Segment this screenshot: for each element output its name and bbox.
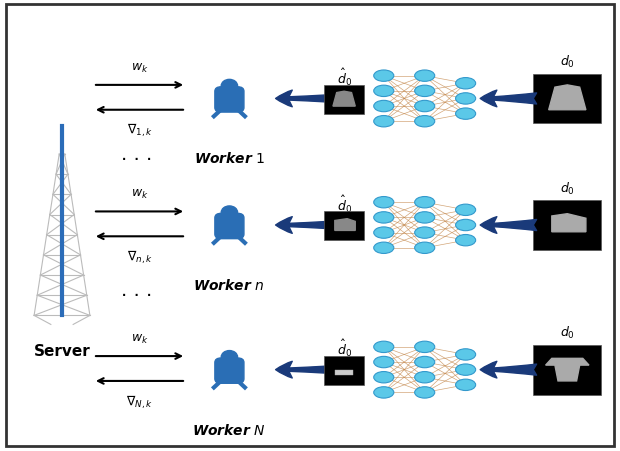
- FancyBboxPatch shape: [324, 86, 364, 115]
- FancyBboxPatch shape: [215, 358, 244, 383]
- Ellipse shape: [221, 80, 237, 93]
- FancyBboxPatch shape: [324, 356, 364, 385]
- Ellipse shape: [221, 207, 237, 220]
- FancyBboxPatch shape: [324, 212, 364, 241]
- Ellipse shape: [456, 220, 476, 231]
- Text: Worker $\mathit{n}$: Worker $\mathit{n}$: [193, 277, 265, 292]
- Text: $w_k$: $w_k$: [131, 188, 148, 201]
- Text: $\hat{d}_0$: $\hat{d}_0$: [337, 67, 352, 88]
- Ellipse shape: [456, 78, 476, 90]
- Ellipse shape: [374, 243, 394, 254]
- Ellipse shape: [374, 86, 394, 97]
- Text: · · ·: · · ·: [121, 286, 152, 305]
- Ellipse shape: [415, 243, 435, 254]
- Ellipse shape: [374, 197, 394, 208]
- Ellipse shape: [374, 387, 394, 398]
- Ellipse shape: [456, 109, 476, 120]
- Ellipse shape: [374, 212, 394, 224]
- Ellipse shape: [415, 71, 435, 82]
- Ellipse shape: [374, 357, 394, 368]
- Ellipse shape: [415, 212, 435, 224]
- FancyBboxPatch shape: [533, 74, 601, 124]
- Text: $w_k$: $w_k$: [131, 332, 148, 345]
- Ellipse shape: [415, 86, 435, 97]
- Ellipse shape: [374, 372, 394, 383]
- Ellipse shape: [221, 351, 237, 364]
- Ellipse shape: [415, 101, 435, 112]
- Polygon shape: [552, 214, 586, 232]
- Text: $w_k$: $w_k$: [131, 61, 148, 74]
- Ellipse shape: [415, 357, 435, 368]
- Ellipse shape: [415, 116, 435, 128]
- Ellipse shape: [415, 372, 435, 383]
- Ellipse shape: [456, 364, 476, 376]
- Ellipse shape: [415, 341, 435, 353]
- Ellipse shape: [415, 387, 435, 398]
- Ellipse shape: [374, 116, 394, 128]
- Text: $\hat{d}_0$: $\hat{d}_0$: [337, 193, 352, 214]
- Text: · · ·: · · ·: [121, 151, 152, 170]
- Text: $\nabla_{N,k}$: $\nabla_{N,k}$: [126, 392, 153, 410]
- Text: $\nabla_{1,k}$: $\nabla_{1,k}$: [126, 122, 153, 139]
- FancyBboxPatch shape: [6, 5, 614, 446]
- Polygon shape: [335, 219, 355, 231]
- Ellipse shape: [415, 197, 435, 208]
- Bar: [335, 370, 353, 375]
- Text: $d_0$: $d_0$: [560, 180, 575, 196]
- Polygon shape: [333, 92, 355, 107]
- Ellipse shape: [456, 349, 476, 360]
- Polygon shape: [546, 359, 589, 381]
- Text: Server: Server: [33, 343, 91, 358]
- Ellipse shape: [456, 235, 476, 246]
- Ellipse shape: [456, 205, 476, 216]
- Ellipse shape: [456, 379, 476, 391]
- Ellipse shape: [374, 227, 394, 239]
- Text: Worker $\mathit{N}$: Worker $\mathit{N}$: [192, 422, 267, 437]
- FancyBboxPatch shape: [215, 87, 244, 113]
- Text: $\nabla_{n,k}$: $\nabla_{n,k}$: [126, 248, 153, 265]
- Ellipse shape: [374, 341, 394, 353]
- Text: $d_0$: $d_0$: [560, 54, 575, 70]
- Ellipse shape: [374, 101, 394, 112]
- Text: Worker $\mathit{1}$: Worker $\mathit{1}$: [193, 151, 265, 166]
- Ellipse shape: [415, 227, 435, 239]
- FancyBboxPatch shape: [533, 201, 601, 250]
- FancyBboxPatch shape: [533, 345, 601, 395]
- Text: $d_0$: $d_0$: [560, 324, 575, 341]
- Text: $\hat{d}_0$: $\hat{d}_0$: [337, 337, 352, 359]
- Polygon shape: [549, 86, 586, 110]
- FancyBboxPatch shape: [215, 214, 244, 239]
- Ellipse shape: [456, 93, 476, 105]
- Ellipse shape: [374, 71, 394, 82]
